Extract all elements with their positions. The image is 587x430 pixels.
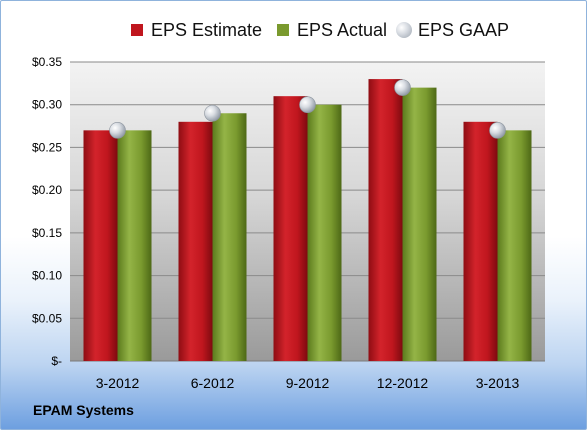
legend-label-gaap: EPS GAAP xyxy=(418,19,510,40)
bars xyxy=(83,79,532,362)
marker-gaap-3-2012 xyxy=(109,122,126,139)
legend-marker-gaap xyxy=(396,22,412,38)
bar-actual-9-2012 xyxy=(307,104,342,361)
y-axis-tick-labels: $- $0.05 $0.10 $0.15 $0.20 $0.25 $0.30 $0.35 xyxy=(32,55,62,368)
y-tick-label-5: $0.25 xyxy=(32,140,62,154)
bar-actual-3-2013 xyxy=(497,130,532,361)
marker-gaap-9-2012 xyxy=(299,96,316,114)
bar-estimate-6-2012 xyxy=(178,121,213,361)
y-tick-label-1: $0.05 xyxy=(32,311,62,325)
y-tick-label-7: $0.35 xyxy=(32,55,62,69)
bar-estimate-12-2012 xyxy=(368,79,403,361)
marker-gaap-12-2012 xyxy=(394,79,411,96)
bar-actual-3-2012 xyxy=(117,130,152,361)
bar-estimate-3-2012 xyxy=(83,130,118,361)
x-tick-label-6-2012: 6-2012 xyxy=(191,375,235,391)
bar-actual-6-2012 xyxy=(212,113,247,361)
marker-gaap-3-2013 xyxy=(489,122,506,139)
bar-estimate-3-2013 xyxy=(463,121,498,361)
x-tick-label-9-2012: 9-2012 xyxy=(286,375,330,391)
y-tick-label-4: $0.20 xyxy=(32,183,62,197)
x-axis-tick-labels: 3-2012 6-2012 9-2012 12-2012 3-2013 xyxy=(96,375,520,391)
y-tick-label-6: $0.30 xyxy=(32,98,62,112)
legend-swatch-estimate xyxy=(131,24,143,36)
gaap-markers xyxy=(109,79,506,139)
y-tick-label-3: $0.15 xyxy=(32,226,62,240)
legend-label-actual: EPS Actual xyxy=(297,19,388,40)
marker-gaap-6-2012 xyxy=(204,104,221,122)
legend-swatch-actual xyxy=(277,24,289,36)
legend-item-actual: EPS Actual xyxy=(277,17,387,43)
legend: EPS Estimate EPS Actual EPS GAAP xyxy=(1,13,586,47)
x-tick-label-3-2013: 3-2013 xyxy=(476,375,520,391)
x-tick-label-12-2012: 12-2012 xyxy=(377,375,429,391)
y-tick-label-0: $- xyxy=(51,354,62,368)
legend-label-estimate: EPS Estimate xyxy=(151,19,263,40)
company-name: EPAM Systems xyxy=(33,402,134,418)
bar-actual-12-2012 xyxy=(402,87,437,361)
legend-item-gaap: EPS GAAP xyxy=(396,17,509,43)
x-tick-label-3-2012: 3-2012 xyxy=(96,375,140,391)
bar-estimate-9-2012 xyxy=(273,96,308,362)
y-tick-label-2: $0.10 xyxy=(32,269,62,283)
legend-item-estimate: EPS Estimate xyxy=(131,17,262,43)
